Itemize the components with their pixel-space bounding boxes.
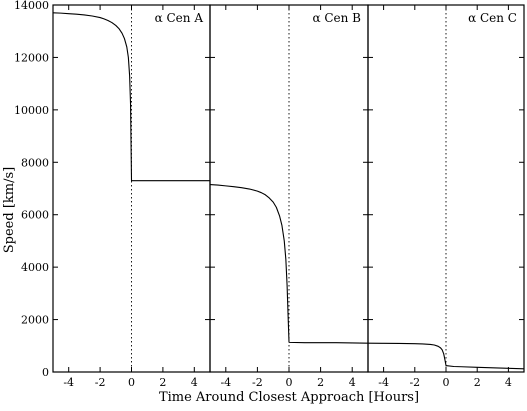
y-tick-label: 8000 — [21, 156, 49, 169]
panel-1: -4 -2 0 2 4 0 2000 4000 6000 8000 10000 12000 14000 α… — [14, 0, 211, 389]
x-tick-label: 4 — [191, 376, 198, 389]
y-tick-label: 4000 — [21, 261, 49, 274]
x-tick-label: 4 — [505, 376, 512, 389]
panel-2: -4 -2 0 2 4 α Cen B — [209, 4, 369, 389]
panel-frame — [52, 4, 211, 373]
y-axis-label: Speed [km/s] — [2, 167, 17, 253]
x-tick-label: 0 — [128, 376, 135, 389]
panel-3: -4 -2 0 2 4 α Cen C — [367, 4, 525, 389]
y-tick-label: 2000 — [21, 314, 49, 327]
x-tick-label: -4 — [378, 376, 389, 389]
x-tick-label: -4 — [220, 376, 231, 389]
panel-title: α Cen A — [155, 11, 204, 25]
x-tick-label: -4 — [63, 376, 74, 389]
panel-frame — [209, 4, 369, 373]
x-tick-label: -2 — [252, 376, 263, 389]
panel-frame — [367, 4, 525, 373]
speed-curve — [209, 184, 369, 344]
panel-title: α Cen B — [312, 11, 361, 25]
x-axis-label: Time Around Closest Approach [Hours] — [159, 390, 419, 405]
panel-title: α Cen C — [468, 11, 517, 25]
x-tick-label: -2 — [95, 376, 106, 389]
y-tick-label: 10000 — [14, 104, 49, 117]
x-tick-label: 0 — [443, 376, 450, 389]
y-tick-label: 6000 — [21, 209, 49, 222]
x-tick-label: 2 — [317, 376, 324, 389]
x-tick-label: 0 — [286, 376, 293, 389]
y-tick-label: 12000 — [14, 51, 49, 64]
x-tick-label: -2 — [409, 376, 420, 389]
panels-layer: -4 -2 0 2 4 0 2000 4000 6000 8000 10000 12000 14000 α… — [14, 0, 525, 389]
x-tick-label: 2 — [159, 376, 166, 389]
x-tick-label: 4 — [349, 376, 356, 389]
speed-curve — [367, 342, 525, 370]
y-tick-label: 0 — [42, 366, 49, 379]
speed-curve — [52, 12, 210, 182]
y-tick-label: 14000 — [14, 0, 49, 12]
x-tick-label: 2 — [474, 376, 481, 389]
